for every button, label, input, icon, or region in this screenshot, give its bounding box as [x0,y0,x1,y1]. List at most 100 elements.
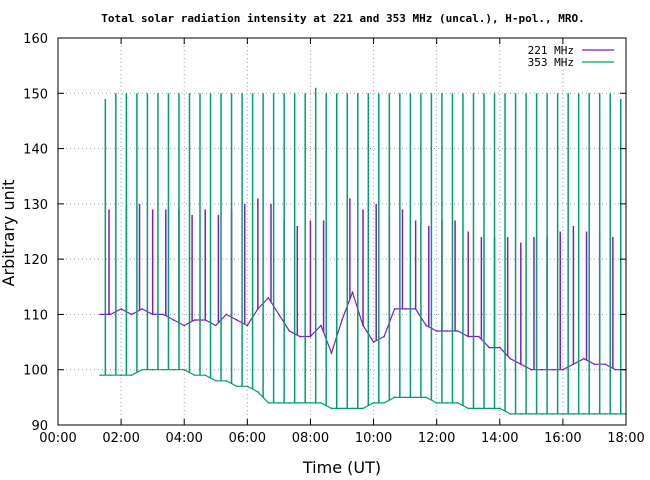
data-point [488,346,491,349]
data-point [498,407,501,410]
data-point [120,308,122,310]
data-point [246,385,249,388]
y-tick-label: 120 [23,253,48,268]
x-tick-label: 16:00 [544,431,581,446]
data-point [509,357,512,360]
data-point [456,402,459,404]
data-point [109,374,112,377]
data-point [299,335,301,338]
data-point [320,402,322,404]
data-point [183,324,186,327]
data-point [204,374,207,377]
data-point [467,407,470,410]
x-tick-label: 00:00 [39,431,76,446]
x-tick-label: 06:00 [229,431,266,446]
data-point [299,402,301,404]
x-tick-label: 10:00 [355,431,392,446]
plot-frame [57,37,627,426]
data-point [214,379,217,382]
data-point [404,396,406,399]
data-point [341,319,343,321]
data-point [551,413,554,415]
data-point [120,374,122,377]
data-point [278,402,280,404]
data-point [614,413,617,415]
data-point [383,335,385,338]
series-353-mhz [99,87,627,415]
data-point [257,391,259,393]
y-tick-label: 100 [23,364,48,379]
data-point [604,413,606,415]
x-tick-label: 12:00 [418,431,455,446]
data-point [130,313,133,316]
data-point [330,407,333,410]
data-point [141,308,143,310]
data-point [446,402,448,404]
data-point [172,368,175,371]
data-point [99,374,101,377]
data-point [583,413,585,415]
data-point [393,396,396,399]
data-point [477,407,480,410]
y-tick-label: 90 [31,419,48,434]
data-point [183,368,186,371]
data-point [225,379,228,382]
data-point [267,297,270,299]
series-221-mhz [99,198,627,371]
data-point [509,413,512,415]
data-point [330,352,333,354]
data-point [414,396,417,399]
data-point [341,407,343,410]
data-point [225,313,228,316]
data-point [99,313,101,316]
data-point [520,413,522,415]
y-tick-label: 140 [23,143,48,158]
data-point [383,402,385,404]
data-point [572,413,575,415]
data-point [151,368,154,371]
data-point [446,330,448,332]
data-point [214,324,217,327]
data-point [435,330,438,332]
data-point [267,402,270,404]
data-point [562,368,564,371]
y-tick-label: 130 [23,198,48,213]
x-tick-label: 14:00 [481,431,518,446]
data-point [236,319,238,321]
data-point [372,341,375,343]
data-point [236,385,238,388]
data-point [530,368,533,371]
data-point [288,402,291,404]
data-point [583,357,585,360]
data-point [362,407,364,410]
data-point [614,368,617,371]
data-point [530,413,533,415]
data-point [193,374,196,377]
data-point [393,308,396,310]
data-point [425,396,427,399]
x-tick-label: 04:00 [165,431,202,446]
data-point [477,335,480,338]
data-point [562,413,564,415]
data-point [488,407,491,410]
x-axis-label: Time (UT) [302,458,381,477]
y-axis-label: Arbitrary unit [0,180,18,287]
y-tick-label: 160 [23,32,48,47]
data-point [109,313,112,316]
y-tick-label: 110 [23,308,48,323]
chart-title: Total solar radiation intensity at 221 a… [101,12,584,25]
data-point [320,324,322,327]
data-point [456,330,459,332]
data-point [162,368,164,371]
data-point [130,374,133,377]
x-tick-label: 02:00 [102,431,139,446]
data-point [193,319,196,321]
legend-label: 353 MHz [528,56,574,69]
data-point [288,330,291,332]
data-point [141,368,143,371]
data-point [593,363,596,365]
data-point [593,413,596,415]
